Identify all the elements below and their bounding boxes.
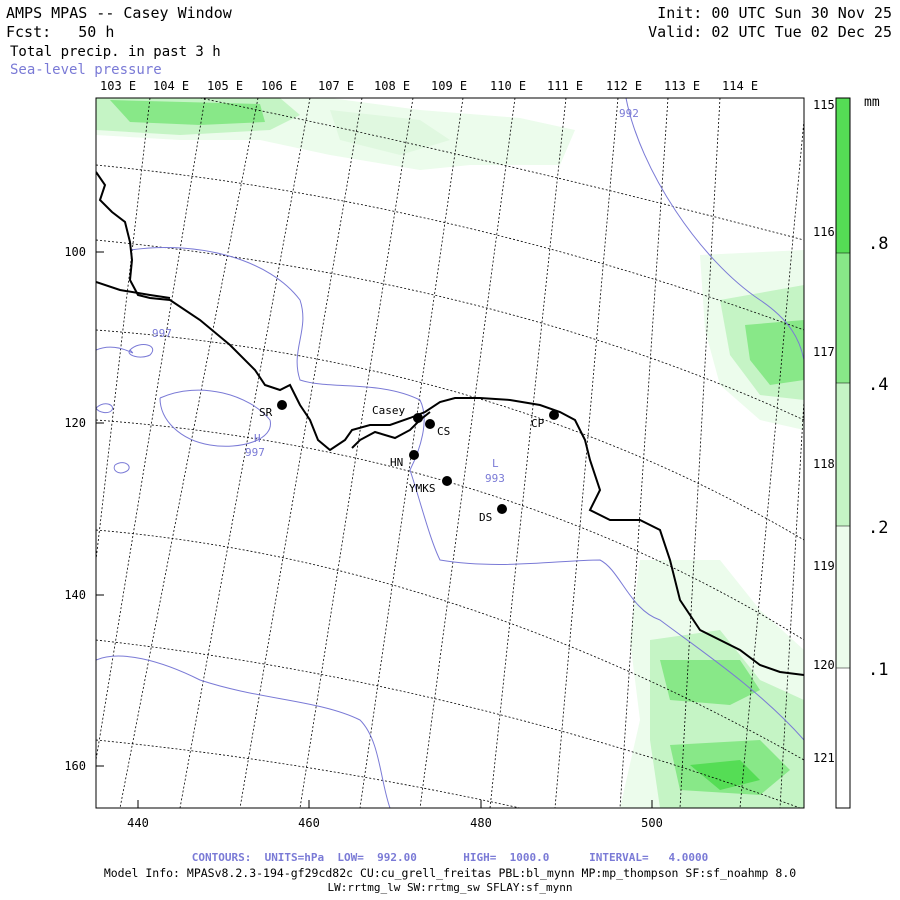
lon-label: 104 E [153, 79, 189, 93]
x-tick-label: 440 [127, 816, 149, 830]
pressure-contours [96, 98, 804, 808]
pressure-labels: 992 997 H 997 L 993 [152, 107, 639, 485]
map-frame [95, 97, 805, 809]
y-tick-labels: 100 120 140 160 [64, 245, 86, 773]
colorbar-bin [836, 668, 850, 808]
model-info: Model Info: MPASv8.2.3-194-gf29cd82c CU:… [103, 866, 797, 880]
station-marker-hn[interactable] [409, 450, 419, 460]
x-tick-label: 480 [470, 816, 492, 830]
x-tick-label: 460 [298, 816, 320, 830]
station-label-sr: SR [259, 406, 273, 419]
x-tick-label: 500 [641, 816, 663, 830]
station-label-ds: DS [479, 511, 492, 524]
lon-label: 113 E [664, 79, 700, 93]
contour-info: CONTOURS: UNITS=hPa LOW= 992.00 HIGH= 10… [191, 851, 709, 864]
colorbar-bin [836, 526, 850, 668]
pressure-label: 997 [152, 327, 172, 340]
lon-label: 114 E [722, 79, 758, 93]
model-info-2: LW:rrtmg_lw SW:rrtmg_sw SFLAY:sf_mynn [327, 881, 573, 894]
colorbar-label: .1 [868, 660, 888, 680]
lon-label: 103 E [100, 79, 136, 93]
pressure-label: 997 [245, 446, 265, 459]
station-marker-ds[interactable] [497, 504, 507, 514]
station-label-hn: HN [390, 456, 403, 469]
station-marker-casey[interactable] [413, 413, 423, 423]
valid-time: Valid: 02 UTC Tue 02 Dec 25 [648, 23, 892, 41]
colorbar-unit: mm [864, 95, 880, 110]
station-label-cp: CP [531, 417, 545, 430]
colorbar-bin [836, 98, 850, 253]
overlay-name: Sea-level pressure [10, 62, 162, 78]
lon-label: 112 E [606, 79, 642, 93]
station-marker-ymks[interactable] [442, 476, 452, 486]
colorbar: mm .8 .4 .2 .1 [835, 95, 888, 809]
lon-label: 107 E [318, 79, 354, 93]
colorbar-label: .8 [868, 234, 888, 254]
field-name: Total precip. in past 3 h [10, 44, 221, 60]
colorbar-bin [836, 253, 850, 383]
lon-label: 108 E [374, 79, 410, 93]
lon-labels-top: 103 E 104 E 105 E 106 E 107 E 108 E 109 … [100, 79, 758, 93]
precip-shading [96, 98, 804, 808]
forecast-hour: Fcst: 50 h [6, 23, 115, 41]
pressure-low-label: L [492, 457, 499, 470]
station-marker-sr[interactable] [277, 400, 287, 410]
colorbar-label: .2 [868, 518, 888, 538]
map-title: AMPS MPAS -- Casey Window [6, 4, 232, 22]
y-tick-label: 160 [64, 759, 86, 773]
colorbar-bin [836, 383, 850, 526]
station-marker-cp[interactable] [549, 410, 559, 420]
pressure-high-label: H [254, 432, 261, 445]
lon-label: 111 E [547, 79, 583, 93]
lon-label: 105 E [207, 79, 243, 93]
station-marker-cs[interactable] [425, 419, 435, 429]
stations: SR Casey CS CP HN YMKS DS [259, 400, 559, 524]
pressure-label: 993 [485, 472, 505, 485]
colorbar-label: .4 [868, 375, 888, 395]
station-label-cs: CS [437, 425, 450, 438]
lon-label: 106 E [261, 79, 297, 93]
lon-label: 110 E [490, 79, 526, 93]
x-tick-labels: 440 460 480 500 [127, 816, 663, 830]
station-label-casey: Casey [372, 404, 405, 417]
colorbar-frame [835, 97, 851, 809]
init-time: Init: 00 UTC Sun 30 Nov 25 [657, 4, 892, 22]
y-tick-label: 100 [64, 245, 86, 259]
pressure-label: 992 [619, 107, 639, 120]
y-tick-label: 120 [64, 416, 86, 430]
station-label-ymks: YMKS [409, 482, 436, 495]
lon-label: 109 E [431, 79, 467, 93]
axis-ticks [96, 251, 653, 808]
y-tick-label: 140 [64, 588, 86, 602]
